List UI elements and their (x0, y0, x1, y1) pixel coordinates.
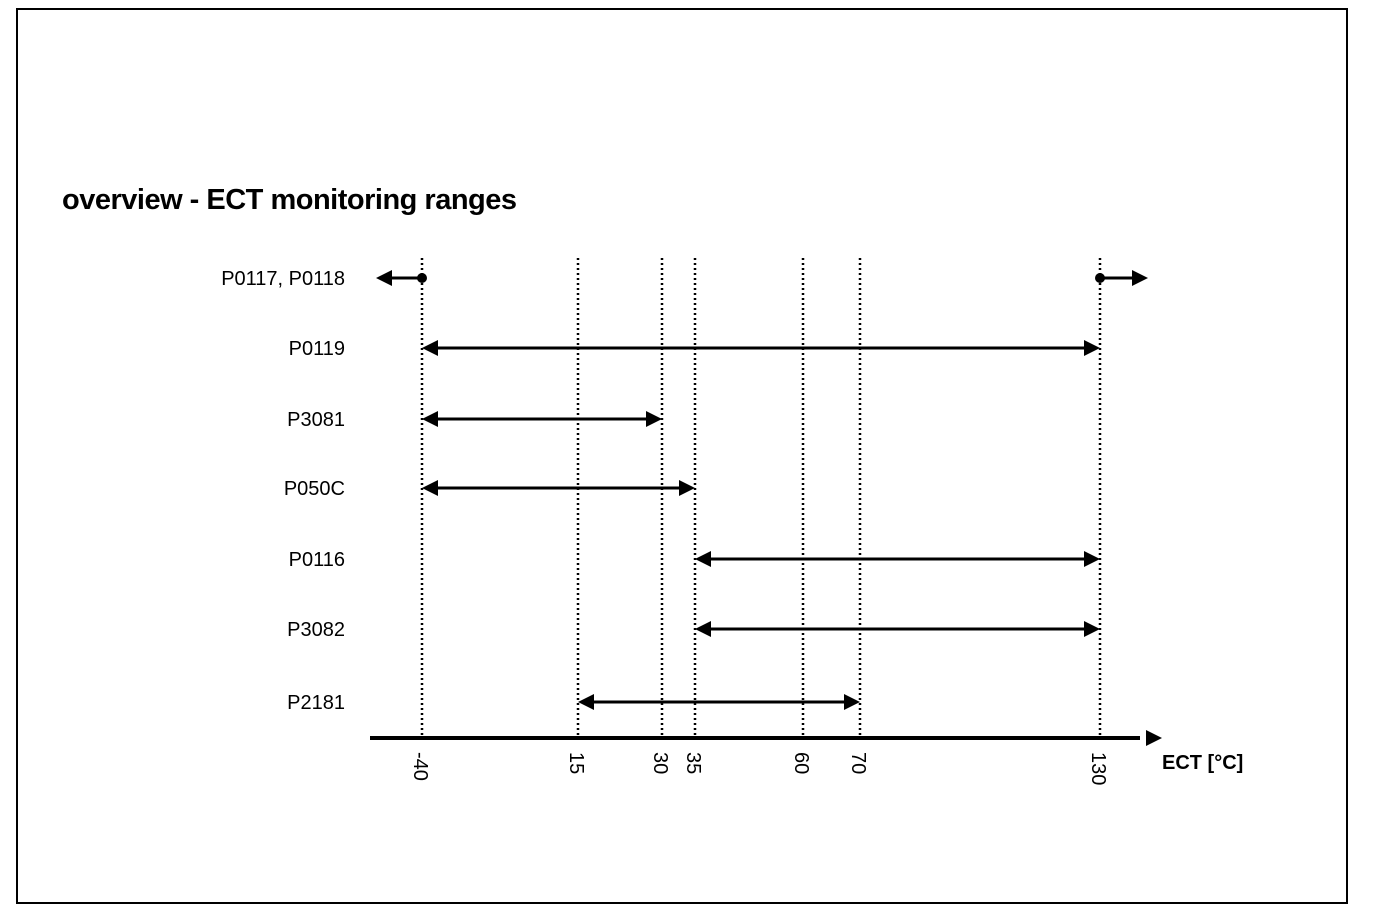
tick-label-6: 130 (1087, 752, 1109, 785)
tick-label-3: 35 (682, 752, 704, 774)
row-6-arrow-left (578, 694, 594, 710)
row-1-arrow-left (422, 340, 438, 356)
row-4-arrow-right (1084, 551, 1100, 567)
row-4-arrow-left (695, 551, 711, 567)
row-5-arrow-left (695, 621, 711, 637)
row-3-arrow-right (679, 480, 695, 496)
row-2-arrow-left (422, 411, 438, 427)
row-0-low-arrow (376, 270, 392, 286)
row-0-low-dot (417, 273, 427, 283)
row-3-arrow-left (422, 480, 438, 496)
row-2-arrow-right (646, 411, 662, 427)
tick-label-4: 60 (790, 752, 812, 774)
diagram-frame (16, 8, 1348, 904)
row-label-1: P0119 (289, 338, 345, 360)
tick-label-5: 70 (847, 752, 869, 774)
x-axis-label: ECT [°C] (1162, 752, 1243, 774)
row-label-2: P3081 (287, 409, 345, 431)
row-label-5: P3082 (287, 619, 345, 641)
row-6-arrow-right (844, 694, 860, 710)
tick-label-0: -40 (409, 752, 431, 781)
diagram-title: overview - ECT monitoring ranges (62, 184, 517, 216)
x-axis-arrow (1146, 730, 1162, 746)
row-label-6: P2181 (287, 692, 345, 714)
row-0-high-dot (1095, 273, 1105, 283)
row-label-3: P050C (284, 478, 345, 500)
row-label-0: P0117, P0118 (221, 268, 345, 290)
tick-label-2: 30 (649, 752, 671, 774)
row-label-4: P0116 (289, 549, 345, 571)
row-0-high-arrow (1132, 270, 1148, 286)
row-1-arrow-right (1084, 340, 1100, 356)
tick-label-1: 15 (565, 752, 587, 774)
row-5-arrow-right (1084, 621, 1100, 637)
